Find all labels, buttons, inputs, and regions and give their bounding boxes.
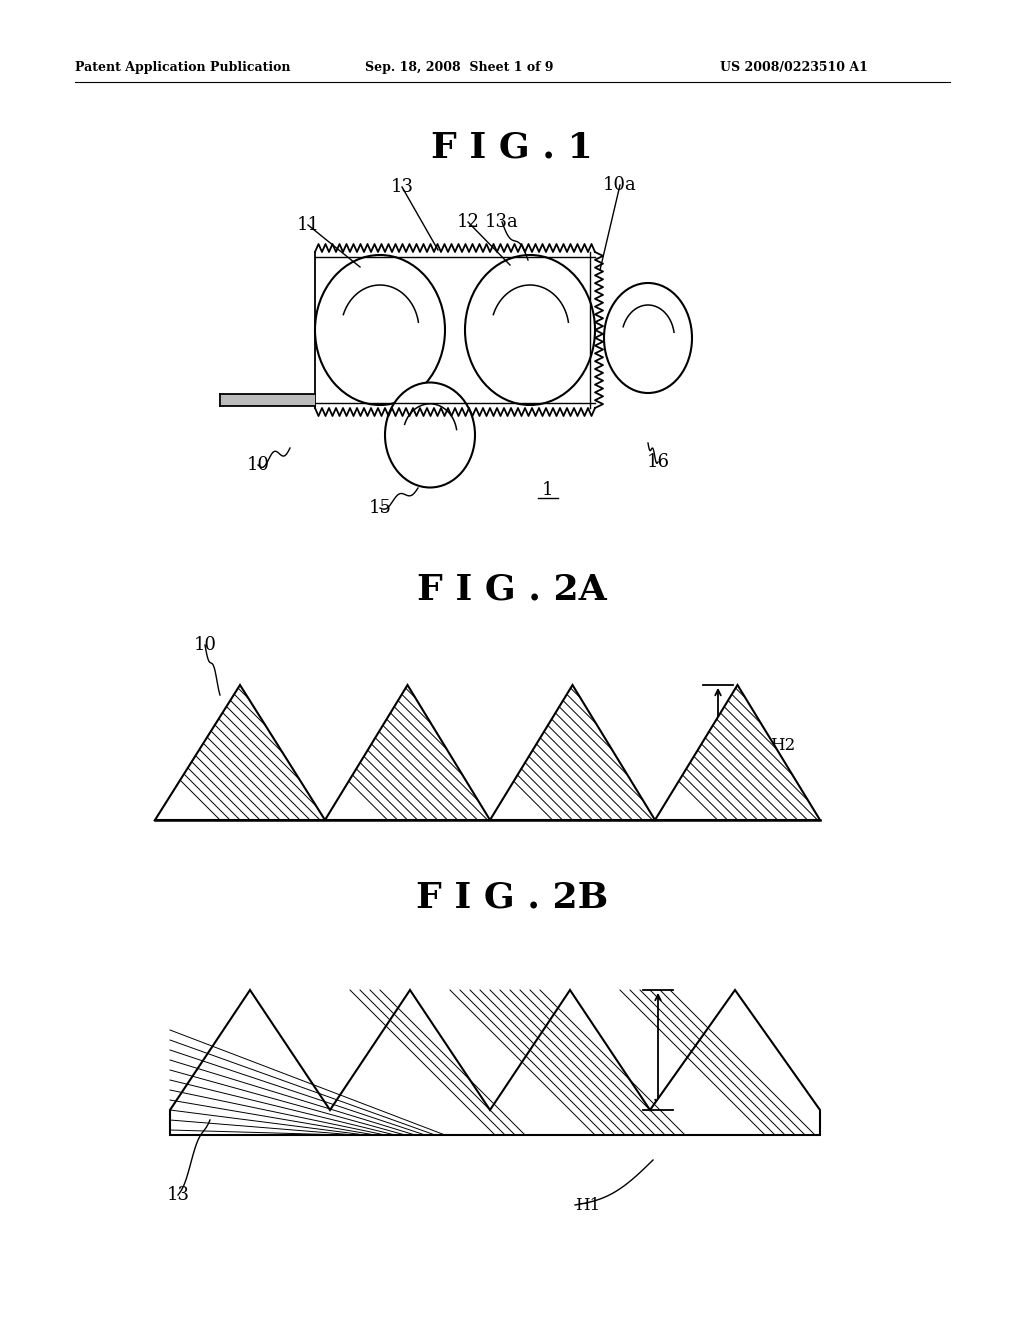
Text: 16: 16 (646, 453, 670, 471)
Text: 1: 1 (543, 480, 554, 499)
Text: H1: H1 (575, 1196, 600, 1213)
Text: 13a: 13a (485, 213, 519, 231)
Text: Sep. 18, 2008  Sheet 1 of 9: Sep. 18, 2008 Sheet 1 of 9 (365, 62, 554, 74)
Text: 10: 10 (194, 636, 216, 653)
Polygon shape (490, 685, 655, 820)
Polygon shape (325, 685, 490, 820)
Ellipse shape (385, 383, 475, 487)
Text: F I G . 2A: F I G . 2A (417, 573, 607, 607)
Polygon shape (655, 685, 820, 820)
Text: 13: 13 (167, 1185, 189, 1204)
Polygon shape (170, 990, 820, 1135)
Text: 15: 15 (369, 499, 391, 517)
Polygon shape (155, 685, 325, 820)
Text: US 2008/0223510 A1: US 2008/0223510 A1 (720, 62, 868, 74)
Text: 10a: 10a (603, 176, 637, 194)
Text: 12: 12 (457, 213, 479, 231)
Ellipse shape (315, 255, 445, 405)
Text: F I G . 1: F I G . 1 (431, 129, 593, 164)
Text: Patent Application Publication: Patent Application Publication (75, 62, 291, 74)
Ellipse shape (465, 255, 595, 405)
Text: 10: 10 (247, 455, 269, 474)
Text: H2: H2 (770, 737, 796, 754)
Polygon shape (220, 393, 315, 407)
Text: 11: 11 (297, 216, 319, 234)
Text: 13: 13 (390, 178, 414, 195)
Ellipse shape (604, 282, 692, 393)
Text: F I G . 2B: F I G . 2B (416, 880, 608, 913)
